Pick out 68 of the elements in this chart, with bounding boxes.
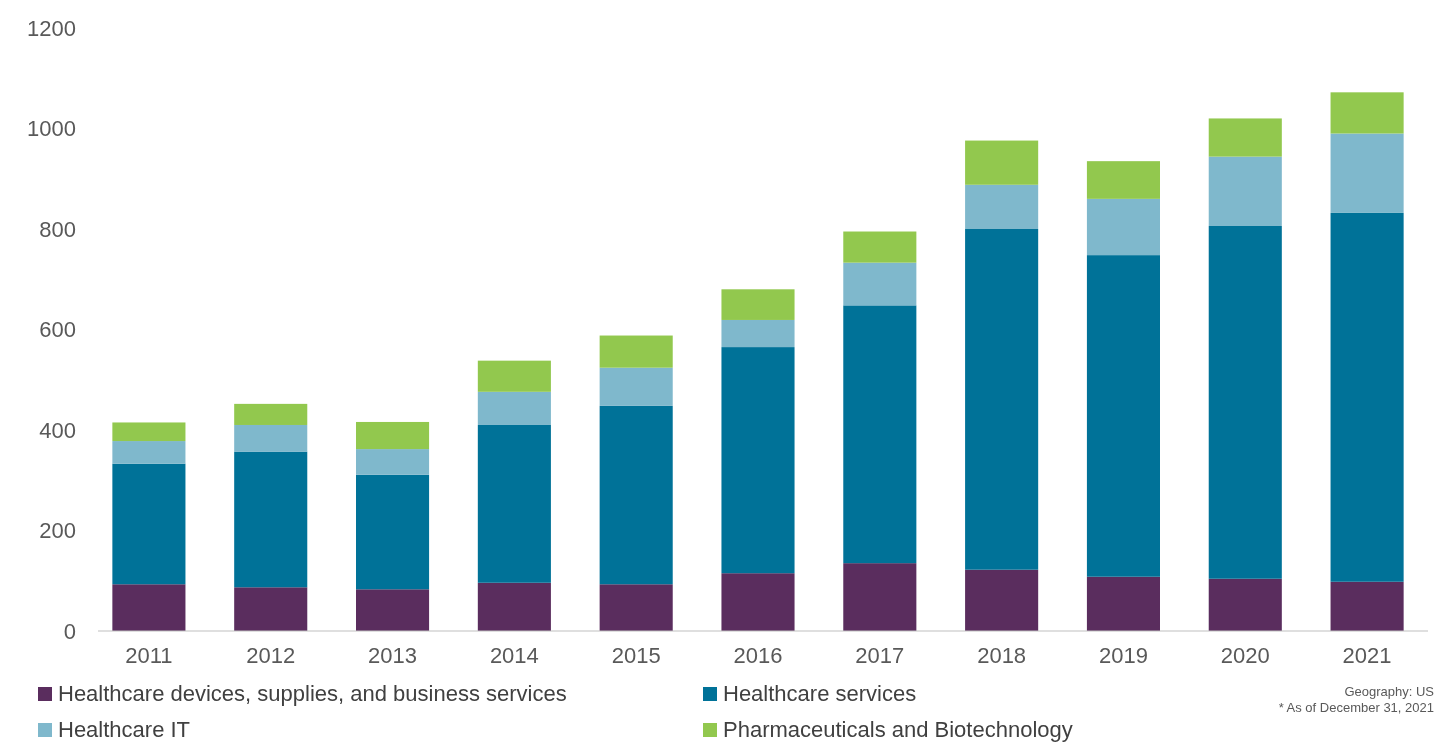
legend-label: Healthcare services xyxy=(723,681,917,706)
bar xyxy=(721,319,795,348)
bar xyxy=(112,441,186,464)
bar xyxy=(356,589,430,631)
bar xyxy=(1086,576,1160,631)
bar xyxy=(1330,92,1404,134)
bar xyxy=(234,403,308,425)
bar xyxy=(356,474,430,590)
x-tick-label: 2017 xyxy=(855,643,905,668)
x-tick-label: 2021 xyxy=(1342,643,1392,668)
bar xyxy=(477,391,551,425)
bar xyxy=(234,451,308,588)
bar xyxy=(965,184,1039,229)
y-tick-label: 1200 xyxy=(27,15,76,41)
bar xyxy=(965,140,1039,185)
bar xyxy=(112,422,186,442)
text: Geography: US xyxy=(1344,684,1435,699)
bar xyxy=(234,587,308,631)
bar xyxy=(721,289,795,320)
bar xyxy=(965,229,1039,570)
bar xyxy=(1086,255,1160,577)
bar xyxy=(112,584,186,631)
legend-label: Healthcare devices, supplies, and business services xyxy=(58,681,567,706)
y-tick-label: 1000 xyxy=(27,116,76,142)
bar xyxy=(234,424,308,452)
x-tick-label: 2020 xyxy=(1220,643,1270,668)
bar xyxy=(843,231,917,263)
x-tick-label: 2011 xyxy=(125,643,173,668)
bar xyxy=(1086,198,1160,256)
bar xyxy=(843,262,917,306)
y-tick-label: 400 xyxy=(39,417,76,443)
bar xyxy=(477,582,551,631)
y-tick-label: 0 xyxy=(63,618,76,644)
legend-label: Pharmaceuticals and Biotechnology xyxy=(723,717,1073,742)
x-tick-label: 2013 xyxy=(368,643,418,668)
y-tick-label: 200 xyxy=(39,518,76,544)
bar xyxy=(1208,225,1282,579)
x-tick-label: 2019 xyxy=(1098,643,1148,668)
bar xyxy=(721,573,795,631)
bar xyxy=(843,563,917,631)
x-tick-label: 2018 xyxy=(977,643,1027,668)
bar xyxy=(599,335,673,368)
x-tick-label: 2016 xyxy=(733,643,783,668)
bar xyxy=(477,360,551,392)
bar xyxy=(1330,133,1404,213)
bar xyxy=(112,463,186,585)
text: * As of December 31, 2021 xyxy=(1278,700,1434,715)
bar xyxy=(843,305,917,564)
bar xyxy=(1208,578,1282,631)
y-tick-label: 800 xyxy=(39,216,76,242)
x-tick-label: 2015 xyxy=(611,643,661,668)
x-tick-label: 2014 xyxy=(489,643,539,668)
x-tick-label: 2012 xyxy=(246,643,296,668)
bar xyxy=(599,367,673,406)
y-tick-label: 600 xyxy=(39,317,76,343)
bar xyxy=(356,421,430,450)
bar xyxy=(1086,161,1160,199)
bar xyxy=(1208,156,1282,226)
bar xyxy=(1208,118,1282,157)
bar xyxy=(599,405,673,585)
legend-label: Healthcare IT xyxy=(58,717,191,742)
bar xyxy=(599,584,673,631)
bar xyxy=(721,347,795,574)
bar xyxy=(1330,581,1404,631)
bar xyxy=(356,449,430,475)
bar xyxy=(477,424,551,583)
bar xyxy=(965,569,1039,631)
bar xyxy=(1330,212,1404,582)
